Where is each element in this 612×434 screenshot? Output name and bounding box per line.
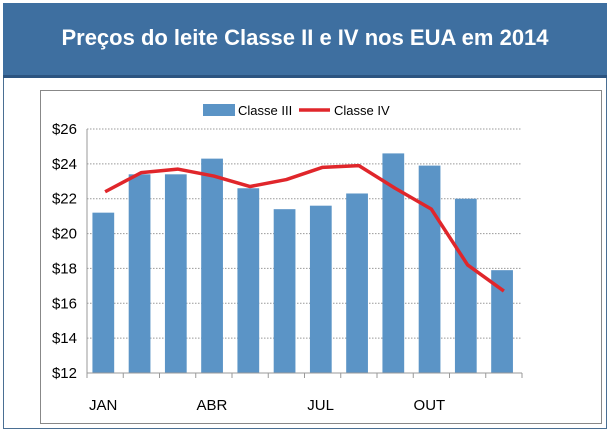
y-tick-label: $12 [52,365,77,382]
bar-set [382,153,405,373]
y-tick-label: $14 [52,330,77,347]
bar-mar [164,174,187,373]
header-band: Preços do leite Classe II e IV nos EUA e… [3,3,607,78]
bar-nov [454,198,477,373]
bar-abr [201,158,223,373]
y-tick-label: $22 [52,191,77,208]
bar-ago [346,193,368,373]
bar-jan [92,212,115,373]
legend-swatch-classe-iii [203,104,235,116]
x-tick-label: JAN [89,397,117,414]
bar-out [418,165,441,373]
y-tick-label: $16 [52,295,77,312]
x-tick-label: OUT [414,397,446,414]
legend-label-classe-iii: Classe III [238,103,292,118]
bar-dez [491,270,513,373]
y-tick-label: $20 [52,226,77,243]
y-tick-label: $18 [52,260,77,277]
bar-jul [309,205,332,373]
chart-title: Preços do leite Classe II e IV nos EUA e… [61,25,549,50]
x-tick-label: JUL [307,397,334,414]
line-classe-iv [104,163,505,293]
x-tick-label: ABR [196,397,227,414]
y-tick-label: $26 [52,121,77,138]
legend-label-classe-iv: Classe IV [334,103,390,118]
bar-mai [237,188,260,373]
bar-jun [273,209,296,373]
y-tick-label: $24 [52,156,77,173]
bar-fev [128,174,151,373]
